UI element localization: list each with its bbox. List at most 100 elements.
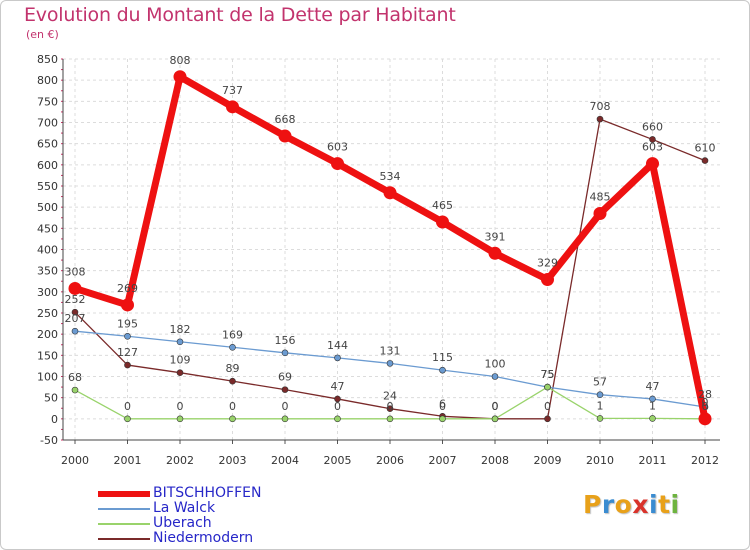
data-point xyxy=(593,207,607,221)
data-point xyxy=(596,415,604,422)
data-label: 115 xyxy=(432,351,453,364)
data-point xyxy=(646,157,659,171)
data-label: 68 xyxy=(68,371,82,384)
data-point xyxy=(439,366,446,374)
data-label: 0 xyxy=(702,400,709,413)
data-point xyxy=(596,115,604,123)
data-point xyxy=(436,215,449,229)
legend-label: Niedermodern xyxy=(153,530,254,546)
data-label: 0 xyxy=(702,396,709,409)
data-label: 0 xyxy=(177,400,184,413)
y-tick-label: 150 xyxy=(37,349,58,362)
y-tick-label: 800 xyxy=(37,74,58,87)
y-tick-label: 0 xyxy=(51,413,58,426)
data-label: 195 xyxy=(117,317,138,330)
data-label: 534 xyxy=(380,170,401,183)
data-label: 0 xyxy=(282,400,289,413)
data-label: 737 xyxy=(222,84,243,97)
x-tick-label: 2008 xyxy=(481,454,509,467)
y-tick-label: 850 xyxy=(37,53,58,66)
data-point xyxy=(71,386,79,394)
y-tick-label: 600 xyxy=(37,159,58,172)
data-label: 207 xyxy=(65,312,86,325)
y-tick-label: 700 xyxy=(37,117,58,130)
data-point xyxy=(278,129,292,143)
data-point xyxy=(544,415,551,423)
data-point xyxy=(544,383,551,391)
data-label: 144 xyxy=(327,339,348,352)
data-label: 610 xyxy=(695,142,716,155)
data-point xyxy=(121,298,134,312)
y-tick-label: 100 xyxy=(37,371,58,384)
x-tick-label: 2000 xyxy=(61,454,89,467)
legend-swatch xyxy=(98,508,150,510)
data-label: 0 xyxy=(229,400,236,413)
data-label: 1 xyxy=(597,399,604,412)
data-point xyxy=(649,395,656,403)
data-point xyxy=(281,415,289,423)
legend-label: Uberach xyxy=(153,515,212,531)
y-tick-label: 250 xyxy=(37,307,58,320)
x-tick-label: 2011 xyxy=(639,454,667,467)
data-point xyxy=(488,246,502,260)
y-tick-label: 500 xyxy=(37,201,58,214)
data-point xyxy=(229,415,236,423)
data-point xyxy=(698,412,712,426)
data-label: 269 xyxy=(117,282,138,295)
data-point xyxy=(226,100,239,114)
data-point xyxy=(701,157,709,164)
data-label: 69 xyxy=(278,371,292,384)
data-point xyxy=(124,415,131,423)
data-label: 308 xyxy=(65,265,86,278)
data-point xyxy=(68,281,82,295)
x-tick-label: 2012 xyxy=(691,454,719,467)
data-label: 0 xyxy=(439,400,446,413)
proxiti-logo: Proxiti xyxy=(583,490,680,519)
data-label: 182 xyxy=(170,323,191,336)
data-point xyxy=(71,308,79,316)
data-point xyxy=(176,415,184,423)
legend-swatch xyxy=(98,491,150,497)
data-label: 75 xyxy=(541,368,555,381)
x-tick-label: 2005 xyxy=(324,454,352,467)
data-point xyxy=(229,377,236,385)
y-tick-label: 200 xyxy=(37,328,58,341)
data-point xyxy=(386,405,394,412)
data-label: 0 xyxy=(492,400,499,413)
data-point xyxy=(596,391,604,399)
chart-title: Evolution du Montant de la Dette par Hab… xyxy=(24,4,456,26)
y-tick-label: 50 xyxy=(44,392,58,405)
data-point xyxy=(386,360,394,367)
data-label: 0 xyxy=(387,400,394,413)
data-label: 0 xyxy=(544,400,551,413)
data-label: 0 xyxy=(334,400,341,413)
data-label: 100 xyxy=(485,358,506,371)
legend-label: La Walck xyxy=(153,500,216,516)
data-point xyxy=(541,273,554,287)
data-point xyxy=(124,361,131,369)
data-point xyxy=(173,70,187,84)
data-label: 465 xyxy=(432,199,453,212)
data-point xyxy=(386,415,394,423)
y-tick-label: 300 xyxy=(37,286,58,299)
data-point xyxy=(383,186,397,200)
data-label: 603 xyxy=(327,141,348,154)
y-tick-label: 350 xyxy=(37,265,58,278)
data-label: 47 xyxy=(646,380,660,393)
data-label: 1 xyxy=(649,399,656,412)
data-label: 668 xyxy=(275,113,296,126)
x-tick-label: 2002 xyxy=(166,454,194,467)
x-tick-label: 2010 xyxy=(586,454,614,467)
data-label: 252 xyxy=(65,293,86,306)
legend-swatch xyxy=(98,538,150,540)
x-tick-label: 2004 xyxy=(271,454,299,467)
legend-swatch xyxy=(98,523,150,525)
data-label: 28 xyxy=(698,388,712,401)
data-label: 660 xyxy=(642,120,663,133)
data-label: 391 xyxy=(485,230,506,243)
data-point xyxy=(334,354,341,362)
data-point xyxy=(331,157,344,171)
x-tick-label: 2006 xyxy=(376,454,404,467)
x-tick-label: 2007 xyxy=(429,454,457,467)
